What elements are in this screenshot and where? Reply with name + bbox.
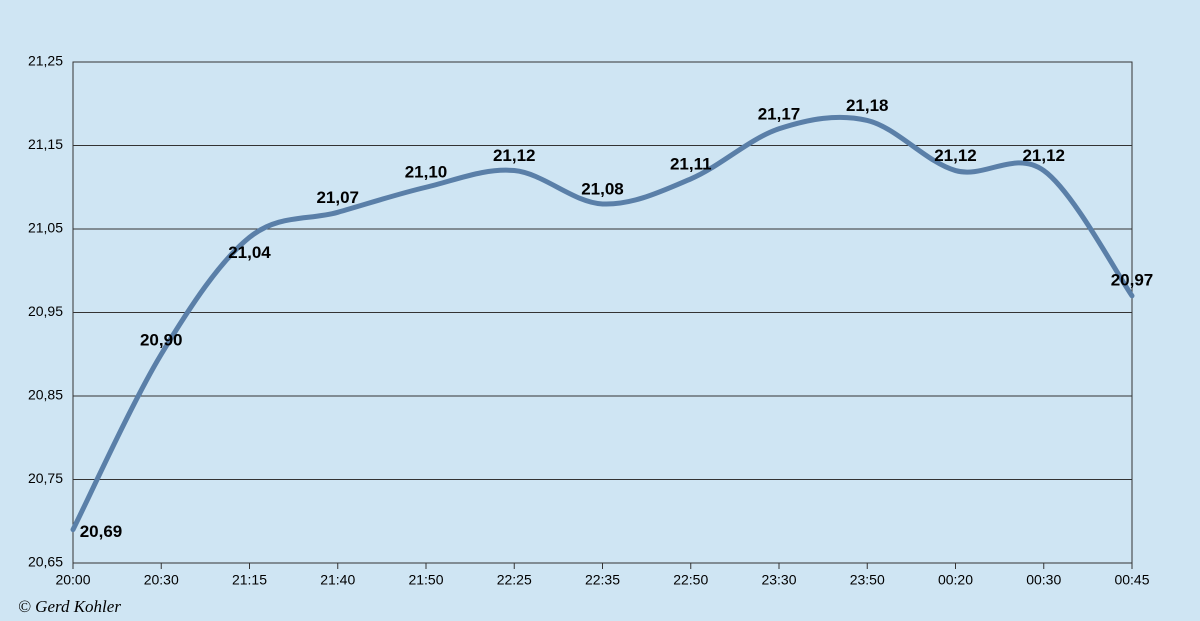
x-tick-label: 21:15 bbox=[232, 572, 267, 588]
line bbox=[70, 114, 1135, 533]
y-tick-label: 20,85 bbox=[28, 387, 63, 403]
value-label: 20,90 bbox=[140, 331, 183, 350]
x-tick-label: 21:40 bbox=[320, 572, 355, 588]
y-tick-label: 21,05 bbox=[28, 220, 63, 236]
x-tick-label: 22:50 bbox=[673, 572, 708, 588]
value-label: 21,18 bbox=[846, 96, 889, 115]
x-tick-label: 22:25 bbox=[497, 572, 532, 588]
x-tick-label: 23:50 bbox=[850, 572, 885, 588]
value-label: 21,08 bbox=[581, 179, 624, 198]
value-label: 20,69 bbox=[80, 522, 123, 541]
x-tick-label: 20:30 bbox=[144, 572, 179, 588]
value-label: 21,11 bbox=[670, 154, 712, 173]
value-label: 21,12 bbox=[934, 146, 977, 165]
y-tick-label: 21,15 bbox=[28, 136, 63, 152]
value-label: 21,17 bbox=[758, 104, 801, 123]
x-tick-label: 23:30 bbox=[761, 572, 796, 588]
x-tick-label: 20:00 bbox=[55, 572, 90, 588]
value-label: 21,12 bbox=[1022, 146, 1065, 165]
y-tick-label: 20,75 bbox=[28, 470, 63, 486]
x-tick-label: 00:45 bbox=[1114, 572, 1149, 588]
y-tick-label: 20,95 bbox=[28, 303, 63, 319]
x-tick-label: 21:50 bbox=[408, 572, 443, 588]
value-label: 21,07 bbox=[316, 188, 359, 207]
x-tick-label: 00:20 bbox=[938, 572, 973, 588]
x-tick-label: 22:35 bbox=[585, 572, 620, 588]
value-label: 21,10 bbox=[405, 163, 448, 182]
x-tick-label: 00:30 bbox=[1026, 572, 1061, 588]
copyright: © Gerd Kohler bbox=[18, 597, 121, 616]
y-tick-label: 21,25 bbox=[28, 53, 63, 69]
value-label: 21,12 bbox=[493, 146, 536, 165]
value-label: 21,04 bbox=[228, 243, 271, 262]
value-label: 20,97 bbox=[1111, 270, 1154, 289]
y-tick-label: 20,65 bbox=[28, 554, 63, 570]
